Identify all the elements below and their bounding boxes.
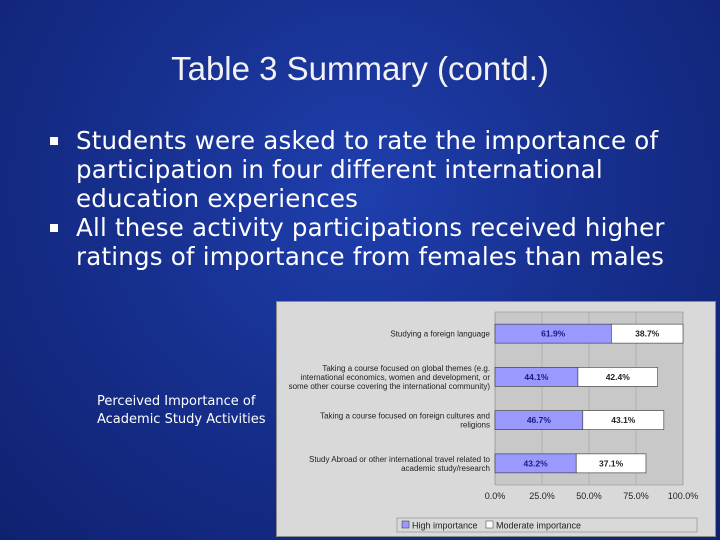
x-tick-label: 25.0% bbox=[529, 491, 555, 501]
data-label: 43.2% bbox=[524, 458, 549, 468]
bar-moderate-importance bbox=[611, 323, 684, 344]
bar-moderate-importance bbox=[575, 453, 647, 474]
x-tick-label: 75.0% bbox=[623, 491, 649, 501]
x-tick-label: 100.0% bbox=[668, 491, 699, 501]
slide-title: Table 3 Summary (contd.) bbox=[171, 50, 549, 87]
bullet-text: Students were asked to rate the importan… bbox=[76, 126, 659, 213]
bar-chart: Studying a foreign language 61.9% 38.7% Tak… bbox=[276, 301, 716, 537]
bar-moderate-importance bbox=[577, 367, 658, 387]
x-tick-label: 50.0% bbox=[576, 491, 602, 501]
data-label: 46.7% bbox=[527, 415, 552, 425]
category-label: Taking a course focused on global themes… bbox=[289, 364, 491, 391]
data-label: 44.1% bbox=[524, 372, 549, 382]
data-label: 38.7% bbox=[635, 329, 660, 339]
category-label: Taking a course focused on foreign cultu… bbox=[320, 412, 490, 430]
bullet-square-icon bbox=[50, 224, 58, 232]
legend-swatch bbox=[401, 520, 410, 529]
data-label: 43.1% bbox=[611, 415, 636, 425]
bullet-list: Students were asked to rate the importan… bbox=[48, 126, 688, 271]
legend-swatch bbox=[485, 520, 494, 529]
legend-entry: High importance bbox=[412, 521, 478, 531]
chart-caption: Perceived Importance of Academic Study A… bbox=[97, 394, 266, 427]
legend-entry: Moderate importance bbox=[496, 521, 581, 531]
bullet-text: All these activity participations receiv… bbox=[76, 213, 665, 271]
data-label: 37.1% bbox=[599, 458, 624, 468]
bullet-item: All these activity participations receiv… bbox=[48, 213, 688, 271]
legend-box bbox=[396, 517, 698, 533]
bullet-square-icon bbox=[50, 137, 58, 145]
bar-chart-svg: Studying a foreign language 61.9% 38.7% Tak… bbox=[289, 311, 699, 533]
category-label: Studying a foreign language bbox=[390, 330, 490, 339]
bar-moderate-importance bbox=[582, 410, 665, 430]
bullet-item: Students were asked to rate the importan… bbox=[48, 126, 688, 213]
category-label: Study Abroad or other international trav… bbox=[309, 455, 491, 473]
data-label: 42.4% bbox=[606, 372, 631, 382]
x-tick-label: 0.0% bbox=[485, 491, 506, 501]
data-label: 61.9% bbox=[541, 329, 566, 339]
